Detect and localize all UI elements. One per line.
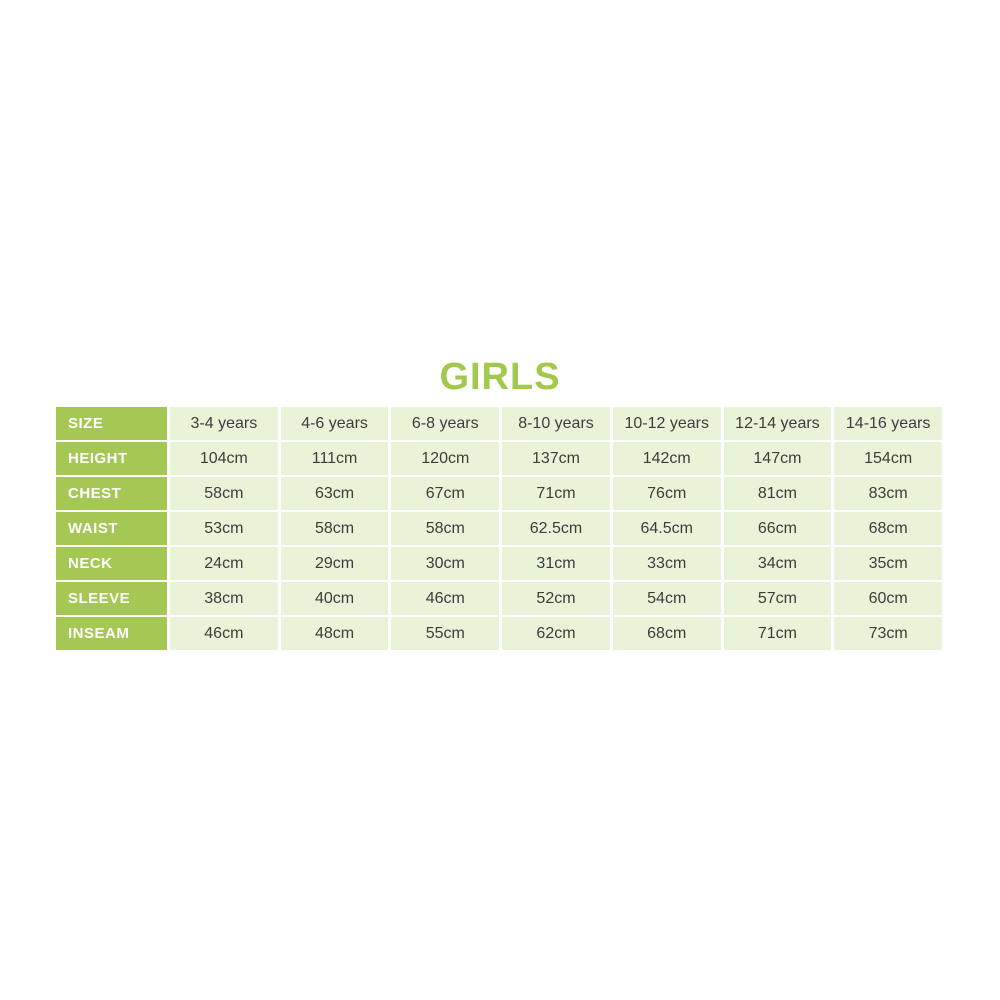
- measurement-cell: 31cm: [502, 547, 610, 580]
- row-label-waist: WAIST: [56, 512, 167, 545]
- measurement-cell: 154cm: [834, 442, 942, 475]
- measurement-cell: 64.5cm: [612, 512, 721, 545]
- measurement-cell: 48cm: [280, 617, 389, 650]
- measurement-cell: 63cm: [280, 477, 389, 510]
- measurement-cell: 46cm: [170, 617, 278, 650]
- measurement-cell: 55cm: [391, 617, 500, 650]
- page-title: GIRLS: [439, 356, 561, 398]
- size-column-header: 14-16 years: [834, 407, 942, 440]
- measurement-cell: 52cm: [502, 582, 610, 615]
- measurement-cell: 68cm: [834, 512, 942, 545]
- measurement-cell: 71cm: [502, 477, 610, 510]
- measurement-cell: 104cm: [170, 442, 278, 475]
- measurement-cell: 142cm: [612, 442, 721, 475]
- row-label-chest: CHEST: [56, 477, 167, 510]
- measurement-cell: 62.5cm: [502, 512, 610, 545]
- row-label-size: SIZE: [56, 407, 167, 440]
- measurement-cell: 54cm: [612, 582, 721, 615]
- measurement-cell: 120cm: [391, 442, 500, 475]
- measurement-cell: 34cm: [723, 547, 832, 580]
- measurement-cell: 58cm: [280, 512, 389, 545]
- measurement-cell: 147cm: [723, 442, 832, 475]
- size-table: SIZE 3-4 years 4-6 years 6-8 years 8-10 year…: [56, 407, 942, 650]
- measurement-cell: 71cm: [723, 617, 832, 650]
- measurement-cell: 76cm: [612, 477, 721, 510]
- measurement-cell: 53cm: [170, 512, 278, 545]
- size-column-header: 6-8 years: [391, 407, 500, 440]
- measurement-cell: 29cm: [280, 547, 389, 580]
- size-column-header: 10-12 years: [612, 407, 721, 440]
- row-label-sleeve: SLEEVE: [56, 582, 167, 615]
- size-column-header: 8-10 years: [502, 407, 610, 440]
- measurement-cell: 58cm: [170, 477, 278, 510]
- measurement-cell: 68cm: [612, 617, 721, 650]
- measurement-cell: 81cm: [723, 477, 832, 510]
- measurement-cell: 38cm: [170, 582, 278, 615]
- measurement-cell: 33cm: [612, 547, 721, 580]
- measurement-cell: 46cm: [391, 582, 500, 615]
- measurement-cell: 58cm: [391, 512, 500, 545]
- measurement-cell: 35cm: [834, 547, 942, 580]
- row-label-inseam: INSEAM: [56, 617, 167, 650]
- size-column-header: 4-6 years: [280, 407, 389, 440]
- size-column-header: 3-4 years: [170, 407, 278, 440]
- measurement-cell: 83cm: [834, 477, 942, 510]
- measurement-cell: 67cm: [391, 477, 500, 510]
- measurement-cell: 111cm: [280, 442, 389, 475]
- measurement-cell: 24cm: [170, 547, 278, 580]
- size-column-header: 12-14 years: [723, 407, 832, 440]
- row-label-height: HEIGHT: [56, 442, 167, 475]
- measurement-cell: 30cm: [391, 547, 500, 580]
- measurement-cell: 57cm: [723, 582, 832, 615]
- measurement-cell: 73cm: [834, 617, 942, 650]
- measurement-cell: 137cm: [502, 442, 610, 475]
- measurement-cell: 66cm: [723, 512, 832, 545]
- row-label-neck: NECK: [56, 547, 167, 580]
- measurement-cell: 60cm: [834, 582, 942, 615]
- measurement-cell: 40cm: [280, 582, 389, 615]
- measurement-cell: 62cm: [502, 617, 610, 650]
